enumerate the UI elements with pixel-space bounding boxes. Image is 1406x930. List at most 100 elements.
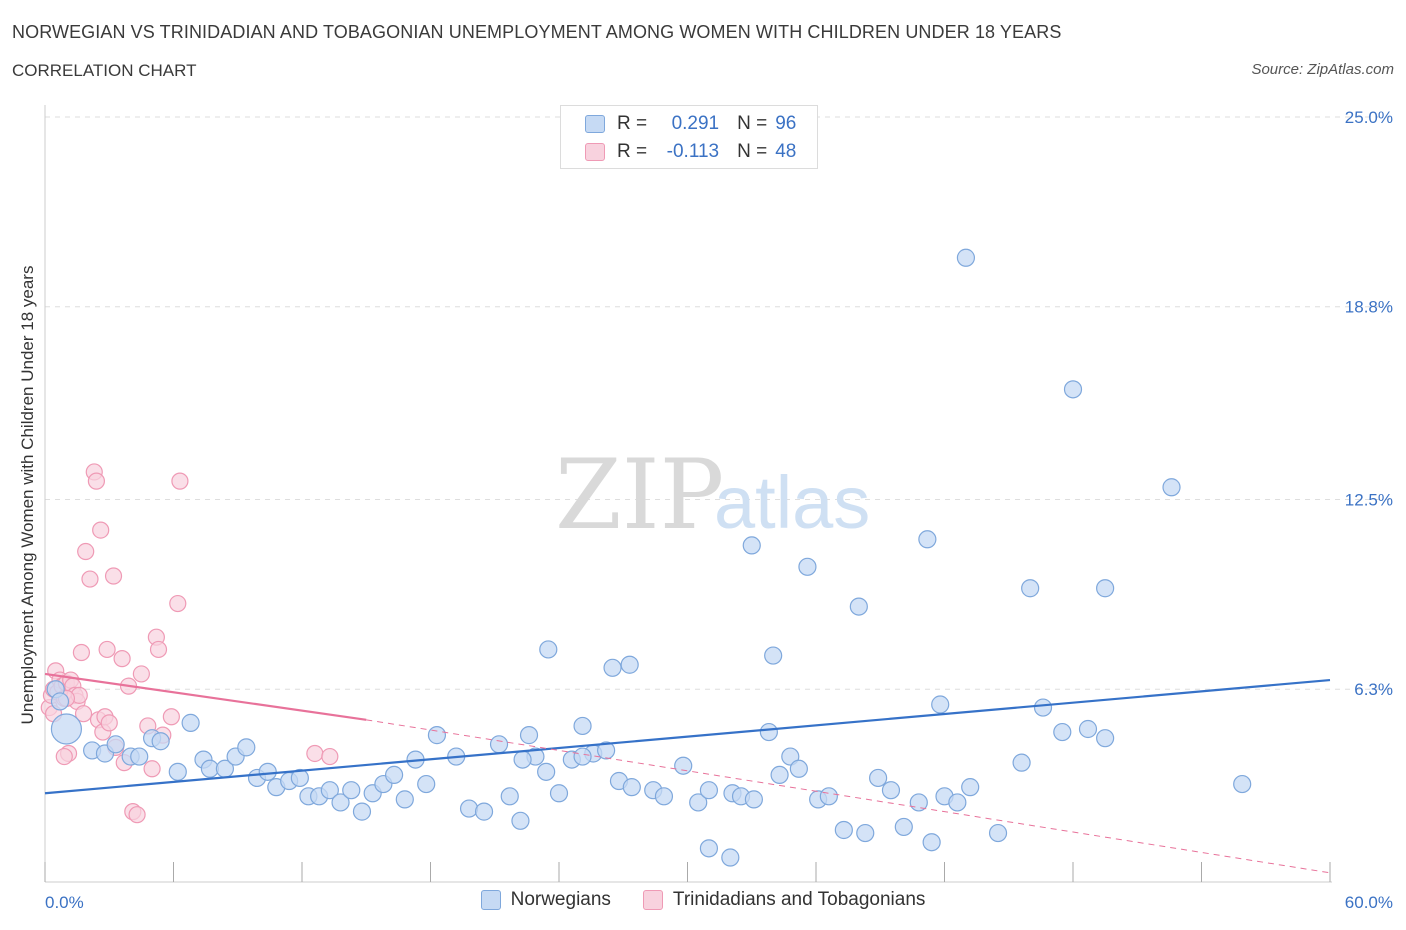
data-point-trinidadian — [74, 705, 93, 723]
data-point-trinidadian — [55, 747, 73, 766]
data-point-trinidadian — [132, 665, 150, 683]
data-point-trinidadian — [162, 708, 180, 726]
watermark: ZIP atlas — [555, 439, 870, 551]
trinidadian-trend-extension — [366, 719, 1331, 874]
data-point-trinidadian — [72, 643, 91, 662]
data-point-norwegian — [342, 781, 361, 800]
data-point-norwegian — [759, 722, 778, 742]
data-point-trinidadian — [92, 521, 110, 539]
data-point-trinidadian — [321, 747, 339, 766]
correlation-legend: R = 0.291 N = 96 R = -0.113 N = 48 — [560, 105, 818, 169]
data-point-norwegian — [331, 793, 350, 812]
data-point-norwegian — [1162, 478, 1181, 497]
pink-swatch — [585, 143, 605, 161]
n-label: N = — [737, 113, 768, 134]
y-axis-label: Unemployment Among Women with Children U… — [18, 266, 37, 725]
trend-layer — [44, 672, 1331, 874]
data-point-norwegian — [956, 248, 976, 267]
data-point-norwegian — [168, 762, 187, 781]
data-point-norwegian — [1012, 753, 1031, 772]
data-point-trinidadian — [98, 640, 116, 659]
data-point-trinidadian — [77, 542, 95, 561]
x-tick-label: 60.0% — [1345, 893, 1393, 912]
data-point-norwegian — [537, 762, 556, 781]
data-point-norwegian — [290, 768, 309, 788]
data-point-norwegian — [922, 833, 941, 852]
data-point-norwegian — [1033, 698, 1053, 717]
data-point-norwegian — [856, 823, 875, 843]
data-point-norwegian — [654, 787, 674, 806]
data-point-norwegian — [395, 790, 414, 809]
data-point-norwegian — [918, 530, 937, 549]
trinidadian-trend-line — [44, 672, 367, 721]
y-tick-label: 18.8% — [1345, 298, 1393, 317]
tick-layer: 6.3% 12.5% 18.8% 25.0% 0.0% 60.0% — [45, 108, 1393, 912]
data-point-norwegian — [549, 784, 569, 803]
chart-subtitle: CORRELATION CHART — [12, 61, 197, 80]
data-point-norwegian — [573, 716, 592, 736]
data-point-norwegian — [181, 713, 200, 732]
grid-layer — [45, 116, 1395, 690]
x-tick-label: 0.0% — [45, 893, 84, 912]
data-point-norwegian — [513, 750, 532, 769]
data-point-norwegian — [511, 811, 530, 830]
data-point-norwegian — [1063, 380, 1083, 399]
data-point-trinidadian — [113, 650, 131, 668]
data-point-norwegian — [819, 787, 838, 806]
data-point-trinidadian — [149, 640, 168, 659]
data-point-norwegian — [1096, 579, 1115, 598]
data-point-norwegian — [459, 799, 479, 818]
legend-row-trinidadians: R = -0.113 N = 48 — [585, 140, 796, 164]
data-point-norwegian — [770, 765, 789, 785]
legend-row-norwegians: R = 0.291 N = 96 — [585, 112, 796, 136]
data-point-norwegian — [869, 768, 888, 788]
pink-swatch — [642, 890, 663, 910]
n-value: 48 — [775, 141, 797, 162]
data-point-norwegian — [961, 778, 980, 797]
n-label: N = — [737, 141, 768, 162]
data-point-norwegian — [742, 536, 761, 555]
series-legend: Norwegians Trinidadians and Tobagonians — [0, 889, 1406, 911]
y-tick-label: 25.0% — [1345, 108, 1393, 127]
data-point-norwegian — [130, 747, 149, 766]
data-point-norwegian — [500, 787, 519, 806]
data-point-trinidadian — [128, 806, 146, 824]
data-point-norwegian — [689, 793, 708, 812]
r-label: R = — [617, 141, 648, 162]
data-point-norwegian — [1233, 774, 1252, 794]
data-point-norwegian — [894, 817, 913, 837]
r-label: R = — [617, 113, 648, 134]
data-point-norwegian — [320, 781, 339, 800]
data-point-norwegian — [834, 820, 853, 840]
legend-item-trinidadians: Trinidadians and Tobagonians — [642, 889, 926, 911]
blue-points — [46, 248, 1252, 867]
data-point-trinidadian — [81, 570, 99, 588]
data-point-norwegian — [798, 557, 817, 576]
data-point-norwegian — [699, 781, 719, 800]
blue-swatch — [585, 115, 605, 133]
data-point-norwegian — [849, 597, 868, 616]
data-point-norwegian — [50, 713, 83, 745]
data-point-norwegian — [474, 802, 494, 821]
data-point-norwegian — [603, 658, 622, 677]
data-point-norwegian — [151, 732, 170, 751]
data-point-norwegian — [789, 759, 808, 778]
source-credit: Source: ZipAtlas.com — [1251, 61, 1394, 78]
data-point-norwegian — [384, 765, 404, 785]
data-point-norwegian — [931, 695, 950, 714]
data-point-norwegian — [50, 692, 70, 711]
data-point-norwegian — [597, 741, 616, 760]
legend-label: Trinidadians and Tobagonians — [672, 889, 926, 910]
pink-points — [40, 463, 339, 824]
data-point-norwegian — [881, 781, 901, 800]
data-point-trinidadian — [306, 744, 324, 763]
data-point-norwegian — [1078, 719, 1098, 739]
data-point-norwegian — [764, 646, 783, 665]
chart-title: NORWEGIAN VS TRINIDADIAN AND TOBAGONIAN … — [12, 22, 1062, 42]
data-point-norwegian — [620, 655, 639, 674]
data-point-trinidadian — [104, 567, 123, 585]
data-point-norwegian — [489, 735, 509, 754]
legend-label: Norwegians — [510, 889, 611, 910]
data-point-norwegian — [258, 762, 277, 781]
data-point-norwegian — [519, 726, 539, 745]
